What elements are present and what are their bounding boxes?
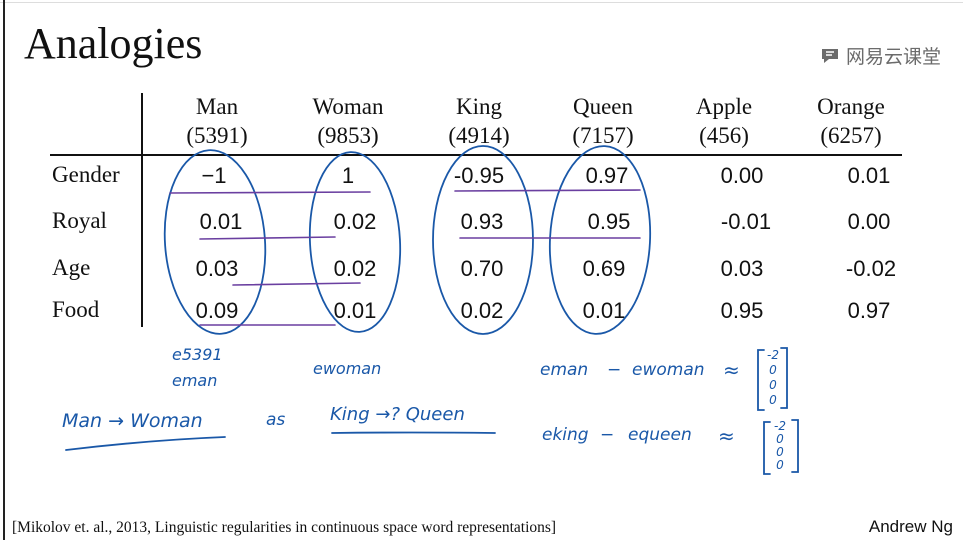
vector-entry: -2 (774, 419, 786, 433)
ink-analogy-right: King →? Queen (330, 404, 465, 425)
row-label-food: Food (52, 297, 100, 322)
vector-entry: 0 (769, 363, 777, 377)
slide-title: Analogies (24, 19, 203, 68)
table-cell: 0.03 (195, 256, 239, 281)
column-word: Queen (572, 94, 634, 119)
author-name: Andrew Ng (868, 517, 953, 536)
row-label-gender: Gender (52, 162, 120, 187)
table-cell: -0.01 (720, 209, 772, 234)
ink-analogy-as: as (266, 410, 286, 430)
vector-entry: 0 (776, 445, 784, 459)
column-index: (9853) (317, 123, 379, 148)
table-vertical-divider (141, 93, 143, 327)
watermark-text: 网易云课堂 (845, 46, 941, 68)
table-cell: 0.01 (333, 298, 377, 323)
ink-bracket-right-1 (780, 347, 788, 409)
vector-entry: 0 (769, 393, 777, 407)
table-cell: 0.70 (460, 256, 504, 281)
ink-analogy-left: Man → Woman (62, 410, 203, 432)
column-header-queen: Queen (7157) (548, 92, 658, 150)
ink-label-ewoman: ewoman (313, 359, 382, 378)
table-cell: −1 (201, 163, 227, 188)
column-header-orange: Orange (6257) (796, 92, 906, 150)
table-cell: 0.00 (720, 163, 764, 188)
ink-label-e5391: e5391 (172, 345, 223, 364)
table-cell: 0.95 (720, 298, 764, 323)
ink-link-gender-2 (454, 189, 641, 192)
column-word: Man (195, 94, 239, 119)
column-index: (6257) (820, 123, 882, 148)
column-word: Woman (312, 94, 384, 119)
ink-eq2-minus: − (600, 425, 615, 445)
ink-eq2-left: eking (542, 425, 589, 445)
table-cell: 0.01 (847, 163, 891, 188)
table-cell: 0.97 (585, 163, 629, 188)
table-cell: -0.02 (845, 256, 897, 281)
column-index: (456) (699, 123, 749, 148)
ink-label-eman: eman (172, 371, 218, 390)
ink-link-royal-1 (199, 236, 336, 240)
table-cell: 0.02 (460, 298, 504, 323)
table-cell: 0.69 (582, 256, 626, 281)
ink-eq1-right: ewoman (632, 360, 705, 380)
ink-bracket-left-1 (757, 349, 765, 411)
table-horizontal-divider (50, 154, 902, 156)
column-word: Orange (817, 94, 885, 119)
column-header-man: Man (5391) (162, 92, 272, 150)
vector-entry: -2 (767, 348, 779, 362)
vector-entry: 0 (776, 432, 784, 446)
ink-eq1-vector: -2 0 0 0 (766, 348, 780, 408)
ink-eq1-approx: ≈ (723, 358, 740, 382)
ink-eq2-vector: -2 0 0 0 (773, 420, 787, 472)
table-cell: 0.02 (333, 209, 377, 234)
column-index: (4914) (448, 123, 510, 148)
ink-eq1-minus: − (607, 360, 622, 380)
table-cell: 0.00 (847, 209, 891, 234)
column-header-king: King (4914) (424, 92, 534, 150)
table-cell: 1 (341, 163, 355, 188)
column-header-apple: Apple (456) (669, 92, 779, 150)
table-cell: 0.02 (333, 256, 377, 281)
table-cell: 0.95 (587, 209, 631, 234)
ink-bracket-left-2 (763, 421, 771, 475)
row-label-age: Age (52, 255, 91, 280)
column-header-woman: Woman (9853) (293, 92, 403, 150)
table-cell: 0.01 (582, 298, 626, 323)
ink-underline-analogy-left (65, 436, 226, 451)
table-cell: -0.95 (453, 163, 505, 188)
vector-entry: 0 (776, 458, 784, 472)
ink-underline-analogy-right (331, 431, 496, 434)
chat-bubble-icon (821, 48, 838, 63)
ink-eq2-approx: ≈ (718, 424, 735, 448)
table-cell: 0.03 (720, 256, 764, 281)
row-label-royal: Royal (52, 208, 107, 233)
column-word: King (456, 94, 502, 119)
table-cell: 0.09 (195, 298, 239, 323)
table-cell: 0.97 (847, 298, 891, 323)
vector-entry: 0 (769, 378, 777, 392)
citation: [Mikolov et. al., 2013, Linguistic regul… (12, 519, 557, 536)
ink-bracket-right-2 (791, 419, 799, 473)
watermark: 网易云课堂 (820, 42, 941, 69)
column-word: Apple (695, 94, 753, 119)
table-cell: 0.01 (199, 209, 243, 234)
ink-eq1-left: eman (540, 360, 589, 380)
ink-link-age (232, 282, 361, 286)
ink-link-gender-1 (169, 191, 371, 194)
top-border (0, 2, 963, 3)
table-cell: 0.93 (460, 209, 504, 234)
ink-eq2-right: equeen (628, 425, 692, 445)
column-index: (7157) (572, 123, 634, 148)
left-border (3, 0, 5, 540)
column-index: (5391) (186, 123, 248, 148)
